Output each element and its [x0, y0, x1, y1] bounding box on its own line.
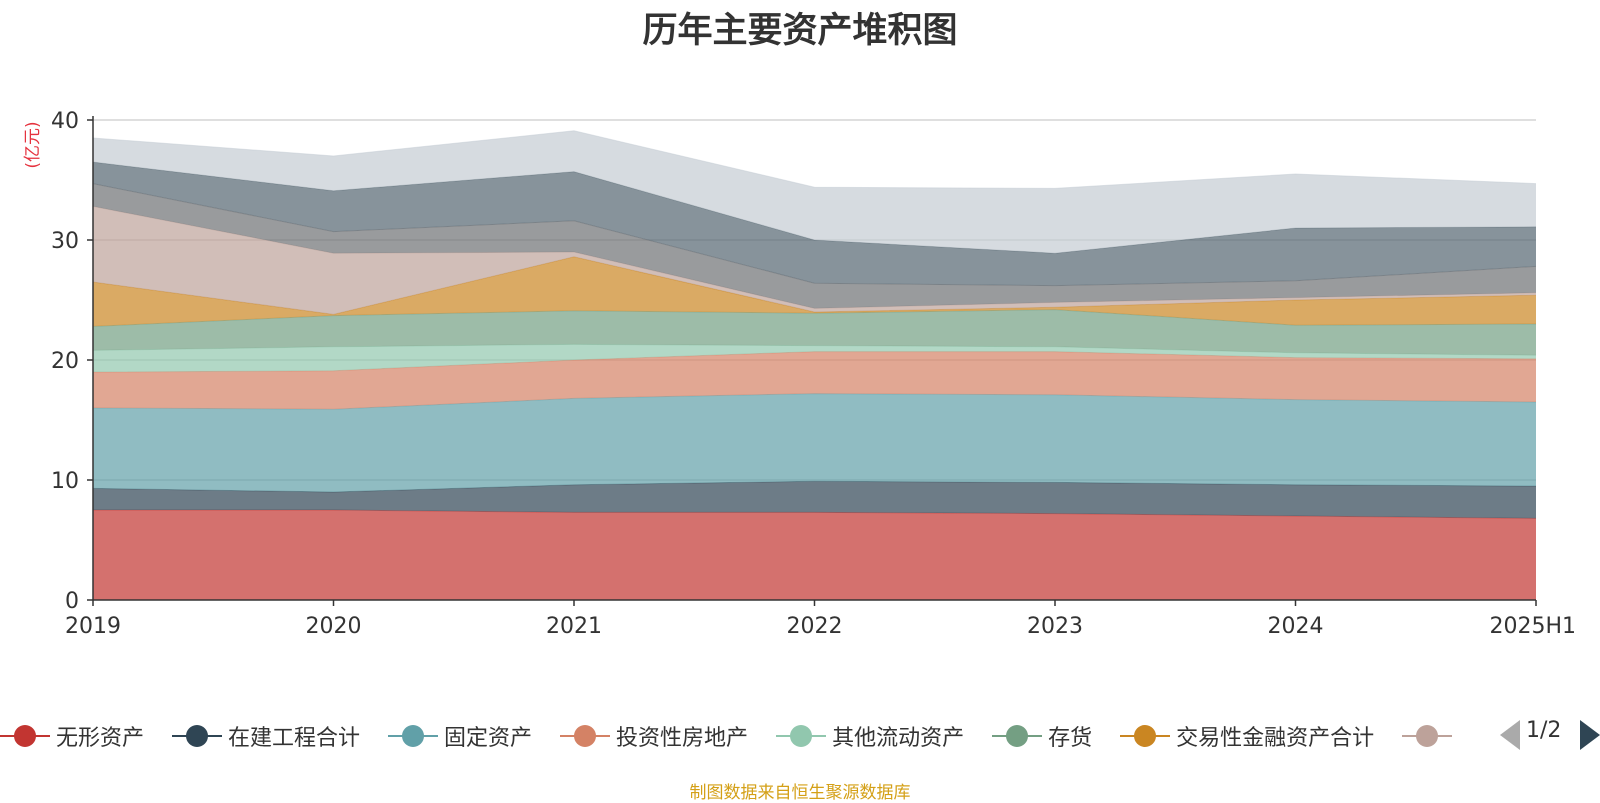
area-series-3[interactable]: [93, 351, 1536, 410]
legend-item[interactable]: 存货: [992, 716, 1092, 756]
area-series-2[interactable]: [93, 393, 1536, 492]
x-tick-label: 2025H1: [1489, 614, 1576, 639]
legend-marker-icon: [1120, 716, 1171, 756]
legend-label: 固定资产: [444, 726, 533, 751]
y-tick-label: 40: [51, 109, 79, 134]
x-tick-label: 2020: [306, 614, 362, 639]
legend-label: 交易性金融资产合计: [1176, 726, 1375, 751]
legend-items-viewport: 无形资产 在建工程合计 固定资产 投资性房地产 其他流动资产 存货 交易性金融资产合计: [0, 716, 1475, 756]
legend-label: 其他流动资产: [832, 726, 965, 751]
area-series-9[interactable]: [93, 162, 1536, 286]
legend-marker-icon: [388, 716, 439, 756]
x-tick-label: 2023: [1027, 614, 1083, 639]
area-series-1[interactable]: [93, 481, 1536, 519]
legend-item[interactable]: 无形资产: [0, 716, 144, 756]
y-tick-label: 30: [51, 229, 79, 254]
chart-title: 历年主要资产堆积图: [642, 11, 958, 51]
area-series-outline-10: [92, 130, 1537, 189]
legend-item[interactable]: 交易性金融资产合计: [1120, 716, 1374, 756]
legend-label: 无形资产: [56, 726, 145, 751]
area-series-6[interactable]: [93, 256, 1536, 327]
legend-item[interactable]: 其他流动资产: [776, 716, 964, 756]
legend-marker-icon: [992, 716, 1043, 756]
y-tick-label: 10: [51, 469, 79, 494]
area-series-10[interactable]: [93, 130, 1536, 254]
legend-page-indicator: 1/2: [1526, 718, 1562, 743]
y-tick-label: 20: [51, 349, 79, 374]
legend-prev-page-icon[interactable]: [1500, 720, 1520, 750]
legend-item[interactable]: 在建工程合计: [172, 716, 360, 756]
legend-marker-icon: [172, 716, 223, 756]
area-series-0[interactable]: [93, 510, 1536, 600]
x-tick-label: 2022: [787, 614, 843, 639]
legend-marker-icon: [776, 716, 827, 756]
legend-next-page-icon[interactable]: [1580, 720, 1600, 750]
legend-marker-icon: [1402, 716, 1453, 756]
y-tick-label: 0: [65, 589, 79, 614]
legend-marker-icon: [560, 716, 611, 756]
area-series-group: [92, 130, 1537, 600]
source-note: 制图数据来自恒生聚源数据库: [689, 783, 911, 803]
legend: 无形资产 在建工程合计 固定资产 投资性房地产 其他流动资产 存货 交易性金融资产合计: [0, 716, 1600, 756]
axes: 0 10 20 30 40 2019 2020 2021 2022 2023 2024 2025H1: [51, 109, 1576, 639]
legend-item[interactable]: 固定资产: [388, 716, 532, 756]
legend-item[interactable]: [1402, 716, 1458, 756]
x-tick-label: 2024: [1268, 614, 1324, 639]
area-series-5[interactable]: [93, 309, 1536, 356]
area-series-4[interactable]: [93, 344, 1536, 372]
y-axis-unit-label: (亿元): [23, 121, 43, 168]
legend-label: 投资性房地产: [616, 726, 749, 751]
area-series-7[interactable]: [93, 206, 1536, 315]
x-tick-label: 2021: [546, 614, 602, 639]
x-tick-label: 2019: [65, 614, 121, 639]
legend-item[interactable]: 投资性房地产: [560, 716, 748, 756]
legend-marker-icon: [0, 716, 50, 756]
legend-label: 存货: [1048, 726, 1093, 751]
legend-label: 在建工程合计: [228, 726, 361, 751]
